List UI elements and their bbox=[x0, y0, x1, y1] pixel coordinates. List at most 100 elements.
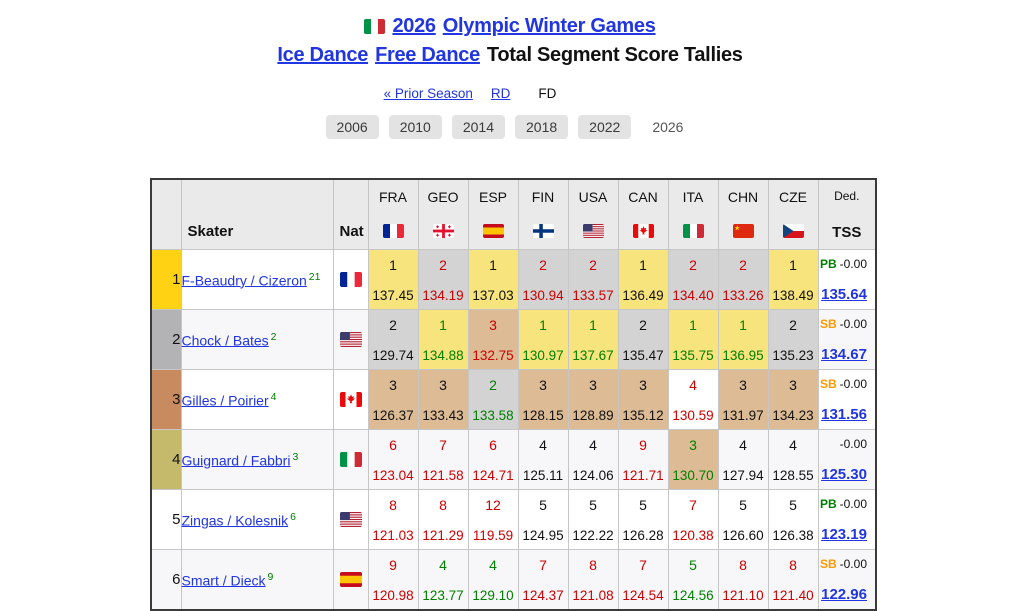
year-nav: 2006 2010 2014 2018 2022 2026 bbox=[0, 115, 1020, 139]
judge-place: 3 bbox=[789, 377, 797, 393]
judge-score-cell: 8 121.29 bbox=[417, 489, 469, 550]
judge-score: 138.49 bbox=[772, 287, 814, 303]
judge-place: 7 bbox=[439, 437, 447, 453]
skater-link[interactable]: Gilles / Poirier bbox=[181, 392, 269, 409]
skater-footnote: 2 bbox=[270, 330, 277, 343]
prior-season-link[interactable]: « Prior Season bbox=[383, 86, 473, 101]
skater-footnote: 6 bbox=[290, 510, 296, 523]
skater-link[interactable]: Chock / Bates bbox=[181, 332, 269, 349]
deduction-value: -0.00 bbox=[839, 377, 867, 391]
tss-score-link[interactable]: 122.96 bbox=[821, 586, 867, 603]
judge-score: 126.38 bbox=[772, 527, 814, 543]
judge-score-cell: 4 123.77 bbox=[417, 549, 469, 611]
rd-link[interactable]: RD bbox=[490, 86, 511, 101]
judge-header-esp: ESP bbox=[467, 178, 519, 250]
judge-score: 124.06 bbox=[572, 467, 614, 483]
judge-place: 4 bbox=[489, 557, 497, 573]
nat-cell bbox=[332, 489, 369, 550]
judge-score: 132.75 bbox=[472, 347, 514, 363]
judge-header-usa: USA bbox=[567, 178, 619, 250]
judge-score-cell: 2 135.47 bbox=[617, 309, 669, 370]
skater-link[interactable]: F-Beaudry / Cizeron bbox=[181, 272, 307, 289]
tss-score-link[interactable]: 134.67 bbox=[821, 346, 867, 363]
judge-score-cell: 7 121.58 bbox=[417, 429, 469, 490]
judge-score-cell: 4 124.06 bbox=[567, 429, 619, 490]
judge-score: 130.70 bbox=[672, 467, 714, 483]
judge-place: 4 bbox=[539, 437, 547, 453]
title-segment-link[interactable]: Free Dance bbox=[375, 44, 480, 66]
table-row: 3 Gilles / Poirier 4 3 126.37 3 133.43 2 133.58 3… bbox=[150, 369, 877, 430]
judge-place: 7 bbox=[539, 557, 547, 573]
judge-score-cell: 8 121.10 bbox=[717, 549, 769, 611]
judge-place: 3 bbox=[389, 377, 397, 393]
judge-place: 1 bbox=[489, 257, 497, 273]
chn-flag-icon bbox=[732, 222, 754, 240]
judge-country-code: ESP bbox=[478, 189, 507, 205]
judge-score: 137.45 bbox=[372, 287, 414, 303]
judge-place: 4 bbox=[789, 437, 797, 453]
year-button-2022[interactable]: 2022 bbox=[578, 115, 632, 139]
judge-score-cell: 1 136.95 bbox=[717, 309, 769, 370]
judge-score-cell: 8 121.40 bbox=[767, 549, 819, 611]
usa-flag-icon bbox=[582, 222, 604, 240]
rank-cell: 3 bbox=[150, 369, 182, 430]
rank-header bbox=[150, 178, 182, 250]
skater-link[interactable]: Smart / Dieck bbox=[181, 572, 266, 589]
judge-score: 135.47 bbox=[622, 347, 664, 363]
judge-country-code: CZE bbox=[779, 189, 807, 205]
judge-place: 5 bbox=[739, 497, 747, 513]
judge-score: 121.03 bbox=[372, 527, 414, 543]
nat-cell bbox=[332, 249, 369, 310]
tss-score-link[interactable]: 135.64 bbox=[821, 286, 867, 303]
judge-score: 135.23 bbox=[772, 347, 814, 363]
skater-cell: Smart / Dieck 9 bbox=[180, 549, 334, 611]
judge-score: 127.94 bbox=[722, 467, 764, 483]
judge-score-cell: 2 129.74 bbox=[367, 309, 419, 370]
table-row: 4 Guignard / Fabbri 3 6 123.04 7 121.58 6 124.71… bbox=[150, 429, 877, 490]
judge-score: 121.10 bbox=[722, 587, 764, 603]
judge-place: 5 bbox=[789, 497, 797, 513]
fra-flag-icon bbox=[382, 222, 404, 240]
tss-score-link[interactable]: 123.19 bbox=[821, 526, 867, 543]
skater-cell: F-Beaudry / Cizeron 21 bbox=[180, 249, 334, 310]
title-discipline-link[interactable]: Ice Dance bbox=[277, 44, 369, 66]
judge-place: 3 bbox=[739, 377, 747, 393]
judge-score: 125.11 bbox=[522, 467, 564, 483]
judge-place: 4 bbox=[739, 437, 747, 453]
can-flag-icon bbox=[339, 391, 362, 408]
judge-place: 6 bbox=[389, 437, 397, 453]
title-suffix: Total Segment Score Tallies bbox=[486, 44, 743, 66]
title-year-link[interactable]: 2026 bbox=[392, 15, 436, 37]
judge-score: 126.60 bbox=[722, 527, 764, 543]
judge-score-cell: 1 138.49 bbox=[767, 249, 819, 310]
skater-link[interactable]: Zingas / Kolesnik bbox=[181, 512, 289, 529]
nat-cell bbox=[332, 309, 369, 370]
judge-score-cell: 4 128.55 bbox=[767, 429, 819, 490]
deduction-line: PB -0.00 bbox=[820, 258, 867, 270]
tss-score-link[interactable]: 125.30 bbox=[821, 466, 867, 483]
year-button-2006[interactable]: 2006 bbox=[325, 115, 379, 139]
tss-score-link[interactable]: 131.56 bbox=[821, 406, 867, 423]
ded-tss-cell: PB -0.00 135.64 bbox=[817, 249, 877, 310]
judge-score: 130.97 bbox=[522, 347, 564, 363]
ita-flag-icon bbox=[339, 451, 362, 468]
year-button-2010[interactable]: 2010 bbox=[388, 115, 442, 139]
judge-place: 3 bbox=[589, 377, 597, 393]
page-title-line-2: Ice Dance Free Dance Total Segment Score… bbox=[0, 41, 1020, 70]
judge-place: 4 bbox=[439, 557, 447, 573]
judge-score: 119.59 bbox=[472, 527, 514, 543]
skater-cell: Gilles / Poirier 4 bbox=[180, 369, 334, 430]
judge-score-cell: 2 134.40 bbox=[667, 249, 719, 310]
skater-link[interactable]: Guignard / Fabbri bbox=[181, 452, 291, 469]
ita-flag-icon bbox=[682, 222, 704, 240]
judge-place: 5 bbox=[539, 497, 547, 513]
segment-nav: « Prior Season RD FD bbox=[0, 86, 980, 101]
judge-score: 128.89 bbox=[572, 407, 614, 423]
judge-place: 8 bbox=[789, 557, 797, 573]
judge-score-cell: 4 130.59 bbox=[667, 369, 719, 430]
year-button-2018[interactable]: 2018 bbox=[515, 115, 569, 139]
nat-header: Nat bbox=[332, 178, 369, 250]
title-event-link[interactable]: Olympic Winter Games bbox=[442, 15, 656, 37]
year-button-2014[interactable]: 2014 bbox=[451, 115, 505, 139]
judge-score-cell: 12 119.59 bbox=[467, 489, 519, 550]
